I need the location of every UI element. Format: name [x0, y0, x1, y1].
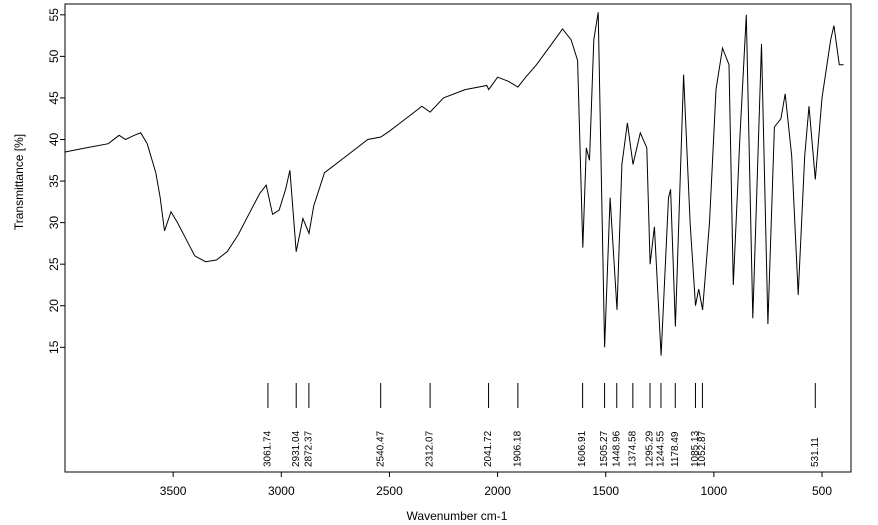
y-tick-label: 35: [47, 174, 61, 188]
x-tick-label: 3500: [160, 484, 187, 498]
peak-label: 2931.04: [291, 430, 302, 467]
peak-label: 1505.27: [599, 430, 610, 467]
x-tick-label: 3000: [268, 484, 295, 498]
y-tick-label: 25: [47, 257, 61, 271]
peak-label: 531.11: [810, 437, 821, 467]
peak-label: 2312.07: [425, 430, 436, 467]
x-tick-label: 2000: [484, 484, 511, 498]
peak-label: 1906.18: [513, 430, 524, 467]
peak-label: 1244.55: [656, 430, 667, 467]
peak-label: 2540.47: [375, 430, 386, 467]
y-tick-label: 55: [47, 8, 61, 22]
peak-label: 1295.29: [645, 430, 656, 467]
peak-label: 3061.74: [263, 430, 274, 467]
peak-label: 1052.87: [697, 430, 708, 467]
peak-label: 1178.49: [670, 431, 681, 467]
x-tick-label: 500: [812, 484, 832, 498]
x-axis-label: Wavenumber cm-1: [407, 509, 508, 523]
y-tick-label: 45: [47, 91, 61, 105]
plot-frame: [64, 3, 852, 473]
spectrum-line: [64, 12, 844, 356]
peak-label: 1374.58: [627, 430, 638, 467]
y-tick-label: 15: [47, 340, 61, 354]
peak-label: 2041.72: [483, 430, 494, 467]
peak-label: 1085.13: [690, 430, 701, 467]
x-tick-label: 2500: [376, 484, 403, 498]
x-tick-label: 1000: [701, 484, 728, 498]
y-axis-label: Transmittance [%]: [12, 134, 26, 230]
y-tick-label: 50: [47, 49, 61, 63]
y-tick-label: 20: [47, 299, 61, 313]
peak-label: 1606.91: [577, 430, 588, 467]
peak-label: 2872.37: [304, 430, 315, 467]
peak-label: 1448.96: [611, 430, 622, 467]
x-tick-label: 1500: [592, 484, 619, 498]
y-tick-label: 40: [47, 133, 61, 147]
y-tick-label: 30: [47, 216, 61, 230]
